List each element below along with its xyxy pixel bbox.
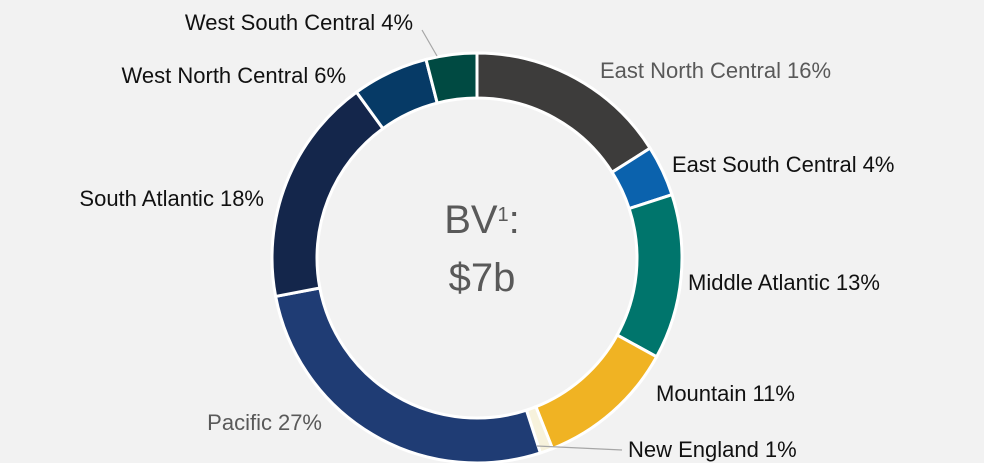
labels: East North Central 16%East South Central 4… xyxy=(79,10,894,462)
value-label: 4% xyxy=(863,152,895,177)
slice-label: East North Central 16% xyxy=(600,58,831,83)
category-name: New England xyxy=(628,437,759,462)
value-label: 16% xyxy=(787,58,831,83)
center-value: $7b xyxy=(449,256,516,300)
category-name: Pacific xyxy=(207,410,272,435)
slice-label: Mountain 11% xyxy=(656,381,795,406)
center-suffix: : xyxy=(509,198,520,242)
slice-label: New England 1% xyxy=(628,437,797,462)
leader-line xyxy=(421,29,438,57)
category-name: East South Central xyxy=(672,152,857,177)
value-label: 1% xyxy=(765,437,797,462)
center-superscript: 1 xyxy=(498,204,509,226)
slice-label: West South Central 4% xyxy=(185,10,413,35)
slice-label: Pacific 27% xyxy=(207,410,322,435)
value-label: 13% xyxy=(836,270,880,295)
leader-line xyxy=(536,445,623,451)
slice-label: West North Central 6% xyxy=(122,63,346,88)
center-label: BV1: xyxy=(444,198,520,242)
value-label: 4% xyxy=(381,10,413,35)
category-name: West South Central xyxy=(185,10,375,35)
slice-label: Middle Atlantic 13% xyxy=(688,270,880,295)
slices xyxy=(270,51,684,463)
value-label: 6% xyxy=(314,63,346,88)
category-name: Middle Atlantic xyxy=(688,270,830,295)
center-main: BV xyxy=(444,198,498,242)
value-label: 18% xyxy=(220,186,264,211)
value-label: 27% xyxy=(278,410,322,435)
slice-label: East South Central 4% xyxy=(672,152,894,177)
category-name: West North Central xyxy=(122,63,309,88)
category-name: Mountain xyxy=(656,381,747,406)
value-label: 11% xyxy=(753,381,795,406)
slice-label: South Atlantic 18% xyxy=(79,186,264,211)
category-name: East North Central xyxy=(600,58,781,83)
slice xyxy=(424,51,479,105)
category-name: South Atlantic xyxy=(79,186,214,211)
